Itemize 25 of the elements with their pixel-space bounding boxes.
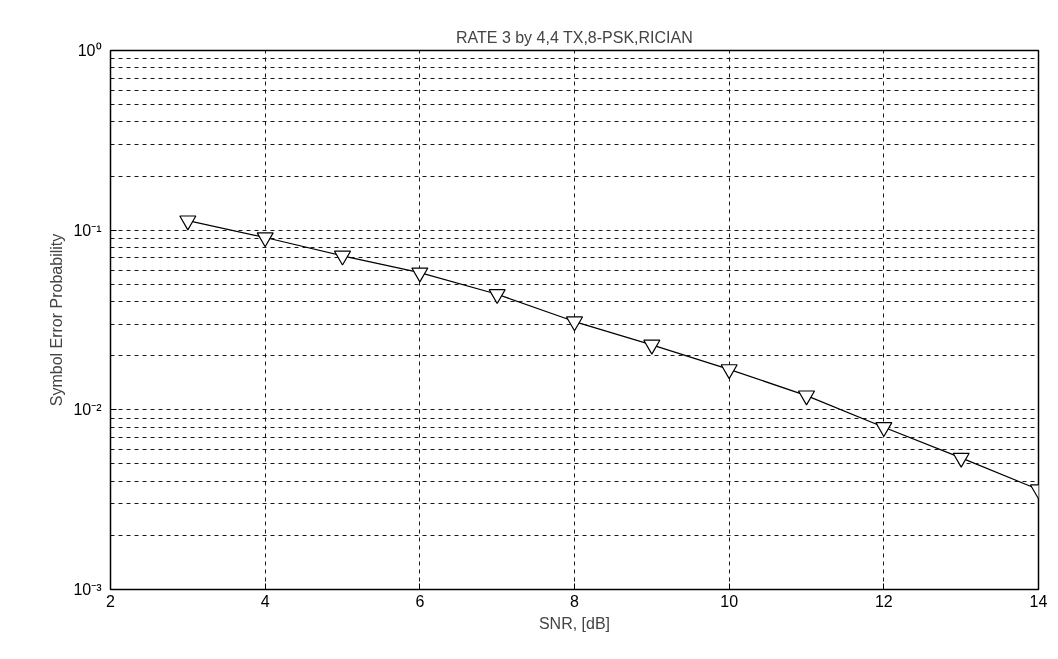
x-tick-label: 8 (570, 592, 580, 610)
point (333, 250, 352, 266)
point (720, 364, 738, 380)
point (952, 452, 970, 468)
x-tick-label: 4 (260, 592, 270, 610)
y-axis-title: Symbol Error Probability (48, 233, 66, 407)
y-tick-label: 10⁻¹ (73, 221, 102, 239)
x-tick-label: 6 (415, 592, 425, 610)
x-tick-label: 12 (874, 592, 893, 610)
point (643, 339, 661, 355)
point (797, 390, 816, 406)
point (488, 289, 506, 305)
point (565, 316, 584, 332)
x-tick-label: 10 (720, 592, 739, 610)
x-tick-label: 14 (1029, 592, 1048, 610)
point (179, 215, 197, 231)
point (875, 422, 893, 438)
x-tick-label: 2 (106, 592, 116, 610)
y-tick-label: 10⁰ (77, 42, 102, 59)
chart-title: RATE 3 by 4,4 TX,8-PSK,RICIAN (455, 28, 693, 46)
y-tick-label: 10⁻² (73, 401, 103, 419)
x-axis-title: SNR, [dB] (538, 614, 611, 632)
point (411, 267, 429, 283)
point (256, 232, 274, 248)
y-tick-label: 10⁻³ (73, 581, 103, 598)
